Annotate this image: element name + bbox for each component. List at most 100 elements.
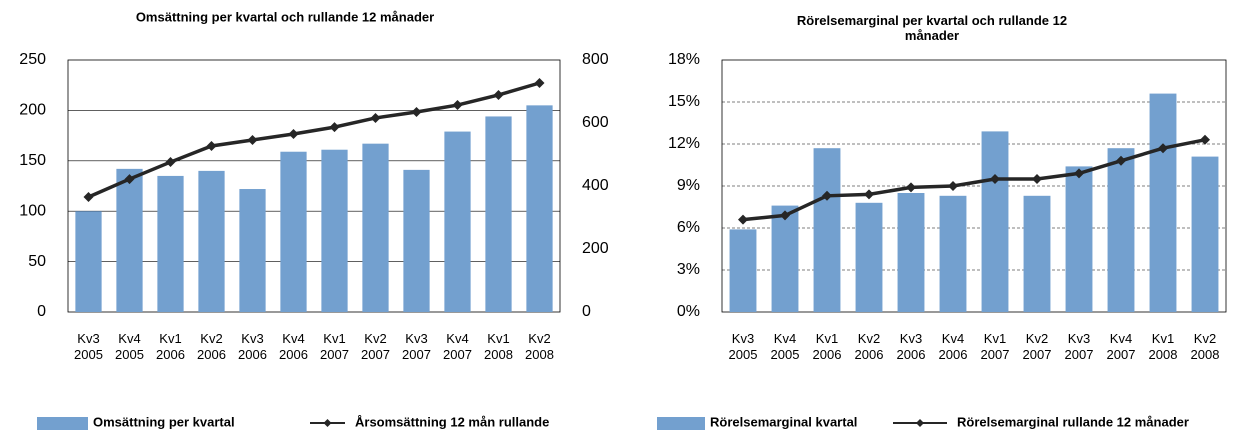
line-marker: [1032, 174, 1042, 184]
y2-tick-label: 400: [582, 177, 609, 194]
label-line: Kv4: [1110, 331, 1132, 346]
x-tick-label: Kv1 2007: [320, 331, 349, 362]
line-marker: [990, 174, 1000, 184]
x-tick-label: Kv2 2007: [1023, 331, 1052, 362]
x-tick-label: Kv4 2006: [279, 331, 308, 362]
line-marker: [1200, 134, 1210, 145]
x-tick-label: Kv3 2005: [729, 331, 758, 362]
label-line: Kv3: [732, 331, 754, 346]
bar: [1191, 156, 1219, 312]
label-line: 2007: [1065, 347, 1094, 362]
label-line: Kv4: [942, 331, 964, 346]
line-marker: [1158, 143, 1168, 154]
y-tick-label: 3%: [677, 261, 700, 278]
label-line: 2007: [443, 347, 472, 362]
bar: [771, 205, 799, 312]
label-line: 2007: [1023, 347, 1052, 362]
label-line: 2007: [1107, 347, 1136, 362]
x-tick-label: Kv1 2006: [156, 331, 185, 362]
line-marker: [906, 182, 916, 193]
label-line: 2008: [1149, 347, 1178, 362]
x-tick-label: Kv4 2007: [443, 331, 472, 362]
title-line: Rörelsemarginal per kvartal och rullande…: [797, 13, 1067, 28]
x-tick-label: Kv3 2006: [897, 331, 926, 362]
line-marker: [534, 77, 545, 88]
label-line: Kv1: [816, 331, 838, 346]
legend-swatch: [657, 417, 705, 430]
label-line: Kv4: [446, 331, 468, 346]
y-tick-label: 50: [28, 253, 46, 270]
label-line: 2005: [729, 347, 758, 362]
label-line: 2008: [1191, 347, 1220, 362]
bar: [362, 143, 389, 312]
line-marker: [493, 89, 504, 100]
x-tick-label: Kv1 2006: [813, 331, 842, 362]
bar: [239, 189, 266, 312]
label-line: Kv1: [159, 331, 181, 346]
chart-title: Omsättning per kvartal och rullande 12 m…: [136, 9, 434, 24]
line-marker: [370, 112, 381, 123]
x-tick-label: Kv4 2005: [771, 331, 800, 362]
x-tick-label: Kv4 2007: [1107, 331, 1136, 362]
label-line: 2006: [855, 347, 884, 362]
bar: [813, 148, 841, 312]
label-line: 2008: [525, 347, 554, 362]
label-line: 2006: [813, 347, 842, 362]
x-tick-label: Kv3 2005: [74, 331, 103, 362]
y2-tick-label: 800: [582, 51, 609, 68]
line: [87, 81, 540, 199]
label-line: Kv3: [241, 331, 263, 346]
bar: [1023, 195, 1051, 312]
bar: [75, 211, 102, 312]
bar: [116, 168, 143, 312]
label-line: Kv4: [118, 331, 140, 346]
line-marker: [247, 135, 258, 146]
line-marker: [864, 189, 874, 200]
bar: [1107, 148, 1135, 312]
x-tick-label: Kv2 2008: [1191, 331, 1220, 362]
x-tick-label: Kv3 2007: [1065, 331, 1094, 362]
label-line: 2005: [771, 347, 800, 362]
label-line: Kv2: [1026, 331, 1048, 346]
label-line: Kv1: [984, 331, 1006, 346]
y-tick-label: 6%: [677, 219, 700, 236]
bar: [1065, 166, 1093, 312]
x-tick-label: Kv2 2008: [525, 331, 554, 362]
bar: [729, 229, 757, 312]
legend-swatch: [37, 417, 88, 430]
label-line: 2006: [939, 347, 968, 362]
legend-label: Omsättning per kvartal: [93, 414, 235, 429]
bar: [526, 105, 553, 312]
label-line: 2008: [484, 347, 513, 362]
label-line: 2006: [197, 347, 226, 362]
legend-marker: [323, 419, 332, 427]
line-marker: [1074, 168, 1084, 179]
bar: [321, 149, 348, 312]
y2-tick-label: 600: [582, 114, 609, 131]
y-tick-label: 100: [19, 202, 46, 219]
chart: Rörelsemarginal per kvartal och rullande…: [657, 13, 1227, 430]
label-line: Kv3: [1068, 331, 1090, 346]
label-line: 2006: [897, 347, 926, 362]
y2-tick-label: 200: [582, 240, 609, 257]
line-marker: [165, 157, 176, 168]
y-tick-label: 0: [37, 303, 46, 320]
label-line: Kv3: [900, 331, 922, 346]
y-tick-label: 12%: [668, 135, 700, 152]
label-line: Kv3: [77, 331, 99, 346]
chart: Omsättning per kvartal och rullande 12 m…: [19, 9, 609, 430]
label-line: Kv2: [200, 331, 222, 346]
line-marker: [452, 100, 463, 111]
label-line: 2005: [74, 347, 103, 362]
label-line: 2007: [402, 347, 431, 362]
x-tick-label: Kv1 2008: [484, 331, 513, 362]
y-tick-label: 18%: [668, 51, 700, 68]
x-tick-label: Kv1 2007: [981, 331, 1010, 362]
label-line: 2007: [320, 347, 349, 362]
bar: [939, 195, 967, 312]
y-tick-label: 250: [19, 51, 46, 68]
label-line: 2007: [981, 347, 1010, 362]
legend-marker: [916, 419, 924, 427]
bar: [897, 193, 925, 312]
